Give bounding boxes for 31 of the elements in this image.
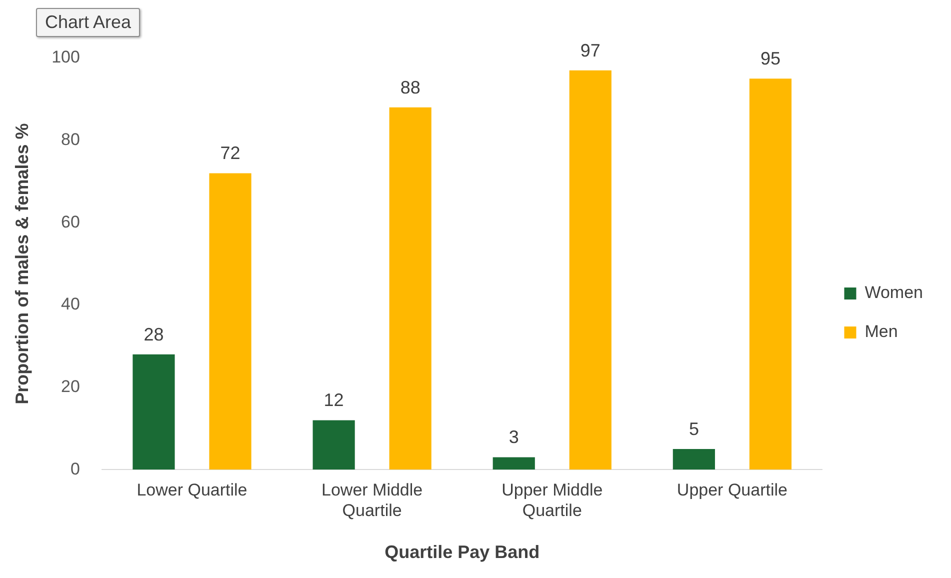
y-tick-label: 100 [52,48,80,67]
bar [569,70,612,470]
data-label: 12 [324,390,344,410]
x-tick-label: Lower Quartile [136,480,248,500]
data-label: 97 [580,40,600,60]
y-tick-label: 40 [61,294,80,314]
data-label: 88 [400,77,420,98]
y-axis-title: Proportion of males & females % [12,123,32,404]
y-tick-label: 60 [61,212,80,232]
data-label: 95 [760,48,780,69]
x-tick-label: Upper Quartile [676,480,788,500]
bar [209,173,252,470]
bar [132,354,175,470]
legend-label: Women [864,283,923,302]
bar [389,107,432,470]
y-tick-label: 20 [61,376,80,396]
legend-label: Men [864,322,898,342]
data-label: 28 [144,324,164,344]
x-tick-label: Upper Middle Quartile [502,480,603,520]
y-tick-label: 0 [70,459,80,478]
data-label: 3 [508,427,519,448]
bar [492,457,535,470]
bar [312,420,355,470]
data-label: 72 [220,143,240,164]
data-label: 5 [688,418,699,439]
y-tick-label: 80 [61,130,80,150]
x-axis-title: Quartile Pay Band [384,542,540,562]
x-tick-label: Lower Middle Quartile [322,480,423,520]
bar [672,449,715,470]
text: Chart Area [36,8,140,37]
bar [749,78,792,470]
